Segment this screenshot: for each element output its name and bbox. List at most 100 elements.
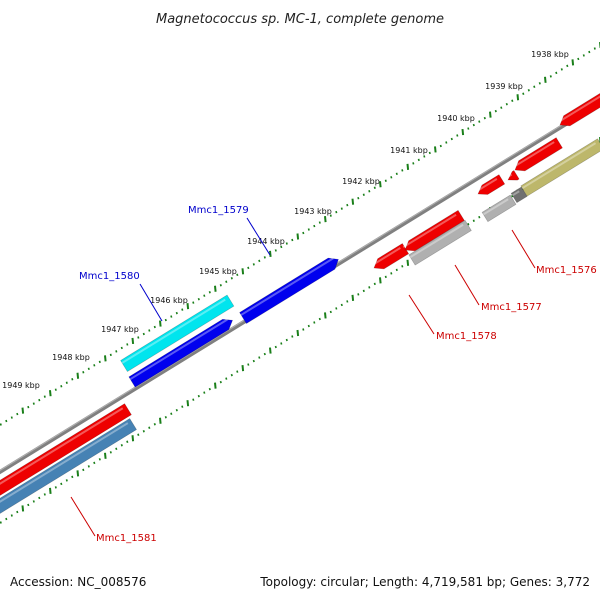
gene-mmc1-1580 — [120, 294, 235, 372]
cds-mmc1-1578-a-shine — [371, 247, 401, 267]
outer-tick-mark — [500, 106, 503, 109]
inner-tick-mark — [395, 268, 398, 272]
inner-tick-mark — [379, 277, 382, 284]
outer-tick-mark — [324, 215, 327, 223]
inner-tick-mark — [329, 310, 332, 314]
inner-tick-mark — [49, 487, 52, 495]
outer-tick-mark — [214, 285, 217, 292]
outer-tick-mark — [566, 64, 569, 68]
outer-tick-mark — [247, 266, 250, 270]
inner-tick-mark — [170, 412, 173, 415]
scale-label: 1941 kbp — [390, 146, 428, 155]
gene-label[interactable]: Mmc1_1580 — [79, 271, 140, 282]
outer-tick-mark — [307, 228, 310, 231]
cds-mmc1-1580 — [128, 318, 233, 388]
outer-tick-mark — [478, 120, 481, 123]
outer-tick-mark — [423, 155, 426, 158]
inner-tick-mark — [87, 465, 90, 468]
scale-labels: 1938 kbp 1939 kbp 1940 kbp 1941 kbp 1942 kbp… — [2, 50, 569, 390]
inner-tick-mark — [43, 493, 46, 496]
inner-tick-mark — [390, 272, 393, 275]
inner-tick-mark — [197, 394, 200, 398]
inner-tick-mark — [214, 382, 217, 389]
outer-tick-mark — [302, 231, 305, 235]
inner-tick-mark — [120, 444, 123, 447]
outer-tick-mark — [126, 343, 129, 346]
outer-tick-mark — [417, 158, 420, 162]
inner-tick-mark — [346, 300, 349, 303]
outer-tick-mark — [340, 207, 343, 210]
outer-tick-mark — [258, 259, 261, 263]
outer-tick-mark — [549, 75, 552, 78]
inner-tick-mark — [115, 447, 118, 451]
cds-mmc1-1578-a — [373, 243, 410, 270]
outer-tick-mark — [203, 294, 206, 297]
inner-tick-mark — [324, 312, 327, 319]
scale-label: 1944 kbp — [247, 237, 285, 246]
gene-mmc1-1581 — [0, 418, 137, 514]
scale-label: 1949 kbp — [2, 381, 40, 390]
gene-mmc1-1578-shine — [409, 223, 464, 259]
outer-tick-mark — [197, 297, 200, 301]
outer-tick-mark — [368, 190, 371, 193]
inner-tick-mark — [54, 486, 57, 489]
inner-tick-mark — [148, 426, 151, 429]
gene-mmc1-1581-shine — [0, 422, 129, 503]
gene-label[interactable]: Mmc1_1581 — [96, 533, 157, 544]
inner-tick-mark — [335, 307, 338, 310]
outer-tick-mark — [175, 311, 178, 315]
outer-tick-mark — [104, 355, 107, 362]
gene-mmc1-1576-a-shine — [511, 190, 520, 197]
cds-mmc1-1581-shine — [0, 407, 124, 485]
outer-tick-mark — [225, 280, 228, 283]
gene-mmc1-1580-shine — [121, 298, 226, 364]
gene-labels: Mmc1_1579 Mmc1_1580 Mmc1_1576 Mmc1_1577 Mmc1… — [79, 205, 597, 544]
outer-tick-mark — [384, 179, 387, 183]
inner-tick-mark — [373, 282, 376, 286]
outer-tick-mark — [82, 371, 85, 374]
outer-tick-mark — [21, 407, 25, 414]
inner-tick-mark — [478, 215, 481, 219]
outer-tick-mark — [131, 337, 135, 345]
outer-tick-mark — [406, 163, 410, 170]
inner-tick-mark — [247, 363, 250, 366]
outer-tick-mark — [450, 137, 453, 141]
feature-track — [0, 93, 600, 514]
inner-tick-mark — [302, 328, 305, 331]
scale-label: 1943 kbp — [294, 207, 332, 216]
outer-tick-mark — [142, 332, 145, 336]
cds-mmc1-1576-b — [559, 93, 600, 127]
inner-tick-mark — [76, 470, 80, 477]
inner-tick-mark — [181, 405, 184, 408]
label-leaders — [70, 217, 536, 537]
outer-tick-mark — [5, 419, 8, 423]
inner-tick-mark — [258, 356, 261, 359]
gene-label[interactable]: Mmc1_1576 — [536, 265, 597, 276]
scale-label: 1940 kbp — [437, 114, 475, 123]
outer-tick-mark — [346, 203, 349, 207]
inner-tick-mark — [10, 514, 13, 517]
leader-line — [408, 294, 435, 335]
outer-tick-mark — [439, 144, 442, 148]
outer-tick-mark — [318, 221, 321, 224]
outer-tick-mark — [577, 57, 580, 61]
gene-label[interactable]: Mmc1_1577 — [481, 302, 542, 313]
gene-label[interactable]: Mmc1_1578 — [436, 331, 497, 342]
inner-tick-mark — [357, 293, 360, 296]
inner-tick-mark — [71, 475, 74, 479]
inner-tick-mark — [38, 496, 41, 500]
cds-mmc1-1576-b-shine — [557, 95, 600, 124]
inner-tick-mark — [362, 289, 365, 293]
gene-mmc1-1578 — [408, 219, 472, 266]
outer-tick-mark — [0, 423, 2, 426]
cds-mmc1-1577-b — [507, 170, 520, 181]
outer-tick-mark — [516, 94, 520, 101]
outer-tick-mark — [285, 242, 288, 245]
inner-tick-mark — [142, 430, 145, 433]
inner-tick-mark — [159, 417, 162, 424]
inner-tick-mark — [32, 500, 35, 503]
outer-tick-mark — [186, 303, 190, 310]
gene-label[interactable]: Mmc1_1579 — [188, 205, 249, 216]
outer-tick-mark — [511, 99, 514, 102]
inner-tick-mark — [225, 377, 228, 380]
